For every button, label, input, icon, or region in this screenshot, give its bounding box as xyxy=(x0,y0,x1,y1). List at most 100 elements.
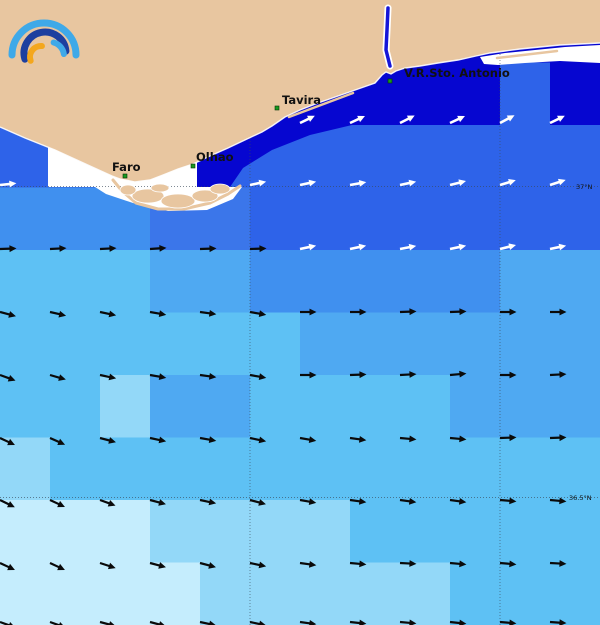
tavira-spit xyxy=(287,91,355,119)
city-marker-tavira xyxy=(274,105,280,111)
wind-arrow xyxy=(99,245,117,252)
rainbow-logo-arc xyxy=(8,19,80,59)
wind-cell xyxy=(150,437,201,501)
wind-cell xyxy=(250,562,301,625)
wind-cell xyxy=(100,437,151,501)
wind-cell xyxy=(0,250,51,313)
wind-cell xyxy=(400,562,451,625)
wind-cell xyxy=(450,500,501,563)
wind-cell xyxy=(100,312,151,376)
wind-cell xyxy=(100,250,151,313)
wind-arrow xyxy=(549,243,567,251)
wind-arrow xyxy=(349,180,367,187)
wind-cell xyxy=(550,500,600,563)
city-label-vr-sto-antonio: V.R.Sto. Antonio xyxy=(404,66,510,80)
wind-arrow xyxy=(399,435,417,443)
wind-arrow xyxy=(49,310,67,318)
wind-arrow xyxy=(0,245,17,253)
wind-arrow xyxy=(449,435,467,443)
wind-arrow xyxy=(299,436,317,443)
wind-arrow xyxy=(0,310,16,318)
wind-cell xyxy=(150,312,201,376)
wind-arrow xyxy=(299,115,315,125)
wind-arrow xyxy=(199,245,217,253)
lagoon-island xyxy=(119,184,137,196)
rainbow-logo-arc xyxy=(27,43,45,64)
wind-cell xyxy=(550,437,600,501)
wind-arrow xyxy=(449,497,467,505)
wind-cell xyxy=(500,375,551,438)
wind-cell xyxy=(400,437,451,501)
wind-arrow xyxy=(399,371,417,378)
wind-cell xyxy=(300,187,351,251)
wind-cell xyxy=(50,312,101,376)
wind-cell xyxy=(200,375,251,438)
wind-cell xyxy=(150,500,201,563)
lagoon-island xyxy=(209,183,231,195)
wind-arrow xyxy=(399,179,417,187)
wind-arrow xyxy=(199,561,216,569)
wind-cell xyxy=(200,500,251,563)
wind-arrow xyxy=(449,115,465,125)
wind-cell xyxy=(250,437,301,501)
wind-cell xyxy=(400,312,451,376)
wind-arrow xyxy=(499,560,517,568)
wind-cell xyxy=(500,187,551,251)
wind-arrow xyxy=(199,309,217,317)
wind-cell xyxy=(350,250,401,313)
wind-cell xyxy=(450,125,501,188)
wind-arrow xyxy=(249,373,267,380)
wind-cell xyxy=(450,250,501,313)
wind-arrow xyxy=(499,115,515,125)
wind-cell xyxy=(50,187,101,251)
wind-arrow xyxy=(249,498,266,506)
wind-arrow xyxy=(549,178,566,187)
wind-arrow xyxy=(99,310,117,318)
river-water xyxy=(384,6,392,68)
wind-arrow xyxy=(149,561,166,569)
wind-cell xyxy=(400,125,451,188)
wind-cell xyxy=(300,250,351,313)
wind-arrow xyxy=(449,560,467,568)
wind-arrow xyxy=(0,373,16,382)
wind-arrow xyxy=(199,372,217,380)
wind-arrow xyxy=(499,178,516,187)
wind-cell xyxy=(400,62,451,126)
wind-cell xyxy=(350,125,401,188)
wind-cell xyxy=(250,375,301,438)
wind-arrow xyxy=(49,245,67,252)
wind-arrow xyxy=(299,619,317,625)
wind-arrow xyxy=(99,498,116,507)
wind-cell xyxy=(50,375,101,438)
wind-arrow xyxy=(549,560,567,567)
wind-cell xyxy=(300,437,351,501)
wind-arrow xyxy=(449,243,467,251)
wind-arrow xyxy=(549,619,567,625)
rainbow-logo-arc xyxy=(20,28,70,63)
wind-cell xyxy=(200,437,251,501)
wind-cell xyxy=(350,375,401,438)
wind-cell xyxy=(400,500,451,563)
wind-cell xyxy=(450,562,501,625)
wind-cell xyxy=(150,375,201,438)
wind-cell xyxy=(50,437,101,501)
wind-cell xyxy=(0,312,51,376)
wind-cell xyxy=(0,500,51,563)
wind-arrow xyxy=(500,308,517,316)
wind-arrow xyxy=(549,497,567,505)
wind-cell xyxy=(250,250,301,313)
wind-cell xyxy=(500,250,551,313)
wind-arrow xyxy=(49,436,66,445)
wind-arrow xyxy=(299,498,317,505)
wind-arrow xyxy=(300,371,317,379)
wind-cell xyxy=(0,375,51,438)
wind-arrow xyxy=(249,561,267,569)
wind-cell xyxy=(100,375,151,438)
wind-cell xyxy=(250,500,301,563)
wind-cell xyxy=(300,312,351,376)
wind-arrow xyxy=(299,560,317,568)
wind-arrow xyxy=(49,373,66,381)
wind-arrow xyxy=(449,179,467,187)
